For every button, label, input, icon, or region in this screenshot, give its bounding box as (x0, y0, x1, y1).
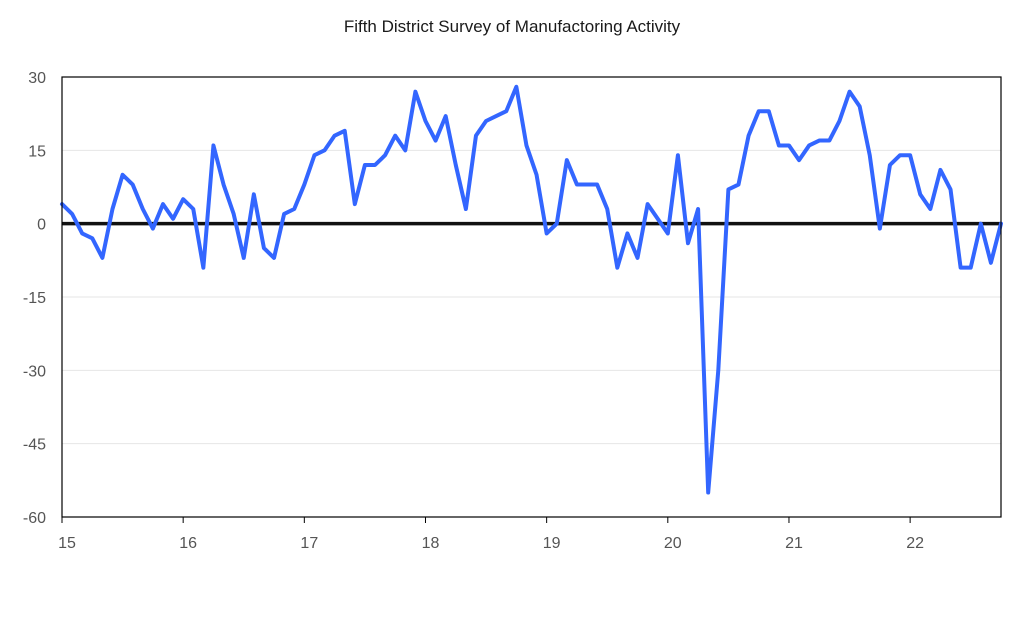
chart-title: Fifth District Survey of Manufactoring A… (344, 17, 681, 36)
gridlines (62, 149, 1001, 445)
y-tick-label: -60 (23, 510, 46, 527)
y-tick-label: -15 (23, 290, 46, 307)
plot-frame (61, 76, 1002, 518)
y-tick-label: -30 (23, 363, 46, 380)
x-axis-ticks: 15 16 17 18 19 20 21 22 (58, 517, 924, 552)
x-tick-label: 17 (300, 535, 318, 552)
y-axis-ticks: 30 15 0 -15 -30 -45 -60 (23, 70, 46, 527)
x-tick-label: 22 (906, 535, 924, 552)
series-layer (60, 84, 1003, 495)
y-tick-label: 0 (37, 217, 46, 234)
series-line (60, 84, 1003, 495)
x-tick-label: 18 (422, 535, 440, 552)
x-tick-label: 21 (785, 535, 803, 552)
y-tick-label: 30 (28, 70, 46, 87)
x-tick-label: 15 (58, 535, 76, 552)
x-tick-label: 16 (179, 535, 197, 552)
x-tick-label: 19 (543, 535, 561, 552)
y-tick-label: -45 (23, 437, 46, 454)
y-tick-label: 15 (28, 143, 46, 160)
x-tick-label: 20 (664, 535, 682, 552)
